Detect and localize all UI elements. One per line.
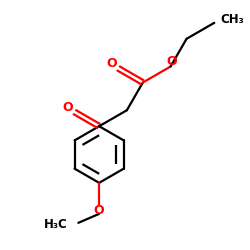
Text: O: O xyxy=(63,101,73,114)
Text: O: O xyxy=(94,204,104,217)
Text: O: O xyxy=(166,55,177,68)
Text: O: O xyxy=(106,57,117,70)
Text: H₃C: H₃C xyxy=(44,218,67,231)
Text: CH₃: CH₃ xyxy=(220,13,244,26)
